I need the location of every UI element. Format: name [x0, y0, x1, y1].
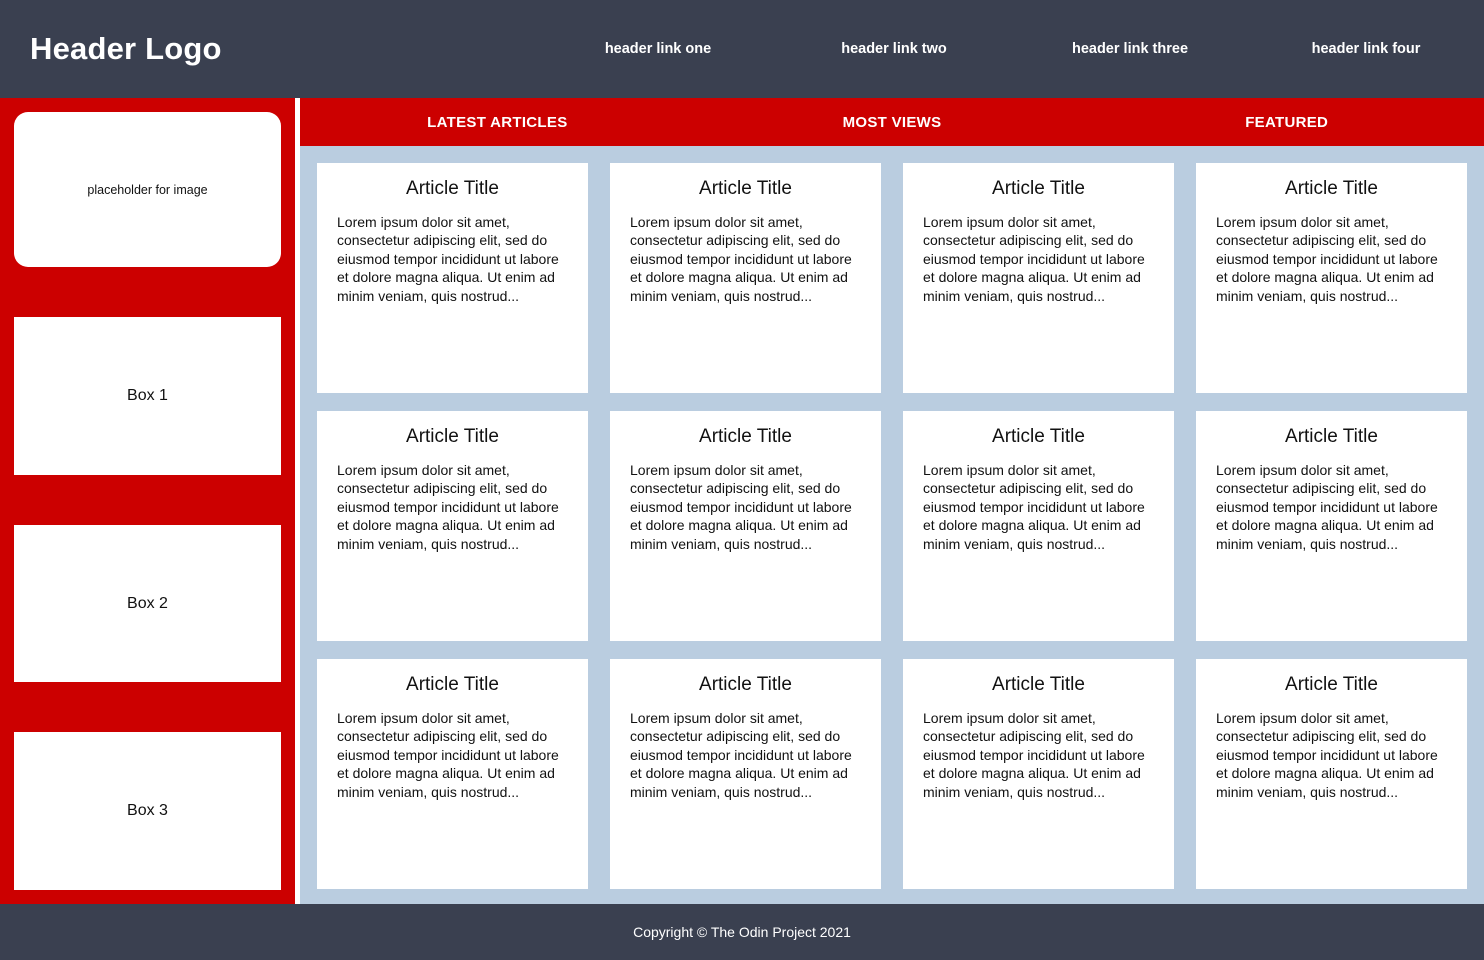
article-card-title: Article Title	[992, 674, 1085, 695]
article-card-body: Lorem ipsum dolor sit amet, consectetur …	[923, 213, 1145, 304]
main-content: LATEST ARTICLES MOST VIEWS FEATURED Arti…	[300, 98, 1484, 904]
article-card-body: Lorem ipsum dolor sit amet, consectetur …	[1216, 461, 1438, 552]
tab-latest-articles[interactable]: LATEST ARTICLES	[427, 113, 568, 131]
sidebar: placeholder for image Box 1 Box 2 Box 3	[0, 98, 295, 904]
article-card[interactable]: Article Title Lorem ipsum dolor sit amet…	[610, 411, 881, 641]
sidebar-box-1[interactable]: Box 1	[14, 317, 281, 475]
article-card[interactable]: Article Title Lorem ipsum dolor sit amet…	[903, 659, 1174, 889]
article-card-title: Article Title	[1285, 178, 1378, 199]
article-card-title: Article Title	[699, 674, 792, 695]
article-card[interactable]: Article Title Lorem ipsum dolor sit amet…	[610, 659, 881, 889]
article-card-body: Lorem ipsum dolor sit amet, consectetur …	[630, 461, 852, 552]
footer-copyright: Copyright © The Odin Project 2021	[633, 924, 851, 940]
article-card-title: Article Title	[992, 426, 1085, 447]
body-wrapper: placeholder for image Box 1 Box 2 Box 3 …	[0, 98, 1484, 904]
article-card[interactable]: Article Title Lorem ipsum dolor sit amet…	[903, 163, 1174, 393]
site-footer: Copyright © The Odin Project 2021	[0, 904, 1484, 960]
article-card-body: Lorem ipsum dolor sit amet, consectetur …	[1216, 213, 1438, 304]
article-card-title: Article Title	[406, 674, 499, 695]
article-card[interactable]: Article Title Lorem ipsum dolor sit amet…	[317, 163, 588, 393]
article-card-title: Article Title	[406, 426, 499, 447]
articles-grid: Article Title Lorem ipsum dolor sit amet…	[300, 146, 1484, 904]
article-card[interactable]: Article Title Lorem ipsum dolor sit amet…	[317, 659, 588, 889]
article-card-title: Article Title	[1285, 674, 1378, 695]
article-card-body: Lorem ipsum dolor sit amet, consectetur …	[337, 213, 559, 304]
article-card[interactable]: Article Title Lorem ipsum dolor sit amet…	[1196, 411, 1467, 641]
sidebar-box-2[interactable]: Box 2	[14, 524, 281, 683]
header-logo: Header Logo	[30, 31, 222, 66]
article-card[interactable]: Article Title Lorem ipsum dolor sit amet…	[1196, 659, 1467, 889]
sidebar-image-placeholder-label: placeholder for image	[87, 182, 208, 197]
header-link-four[interactable]: header link four	[1311, 41, 1421, 57]
article-card-body: Lorem ipsum dolor sit amet, consectetur …	[630, 213, 852, 304]
sidebar-image-placeholder: placeholder for image	[14, 112, 281, 267]
site-header: Header Logo header link one header link …	[0, 0, 1484, 98]
content-tabs: LATEST ARTICLES MOST VIEWS FEATURED	[300, 98, 1484, 146]
article-card-body: Lorem ipsum dolor sit amet, consectetur …	[923, 709, 1145, 800]
article-card[interactable]: Article Title Lorem ipsum dolor sit amet…	[317, 411, 588, 641]
article-card-title: Article Title	[699, 178, 792, 199]
article-card-title: Article Title	[406, 178, 499, 199]
article-card[interactable]: Article Title Lorem ipsum dolor sit amet…	[903, 411, 1174, 641]
tab-most-views[interactable]: MOST VIEWS	[842, 113, 942, 131]
sidebar-box-3-label: Box 3	[127, 802, 168, 820]
article-card-body: Lorem ipsum dolor sit amet, consectetur …	[337, 709, 559, 800]
article-card-body: Lorem ipsum dolor sit amet, consectetur …	[630, 709, 852, 800]
header-link-one[interactable]: header link one	[604, 41, 712, 57]
article-card-title: Article Title	[1285, 426, 1378, 447]
article-card-body: Lorem ipsum dolor sit amet, consectetur …	[923, 461, 1145, 552]
header-link-three[interactable]: header link three	[1071, 41, 1189, 57]
sidebar-box-1-label: Box 1	[127, 386, 168, 404]
article-card-title: Article Title	[992, 178, 1085, 199]
tab-featured[interactable]: FEATURED	[1245, 113, 1329, 131]
header-link-two[interactable]: header link two	[841, 41, 947, 57]
article-card[interactable]: Article Title Lorem ipsum dolor sit amet…	[1196, 163, 1467, 393]
article-card[interactable]: Article Title Lorem ipsum dolor sit amet…	[610, 163, 881, 393]
article-card-body: Lorem ipsum dolor sit amet, consectetur …	[1216, 709, 1438, 800]
header-nav: header link one header link two header l…	[222, 41, 1484, 57]
article-card-title: Article Title	[699, 426, 792, 447]
sidebar-box-2-label: Box 2	[127, 594, 168, 612]
sidebar-box-3[interactable]: Box 3	[14, 732, 281, 891]
article-card-body: Lorem ipsum dolor sit amet, consectetur …	[337, 461, 559, 552]
